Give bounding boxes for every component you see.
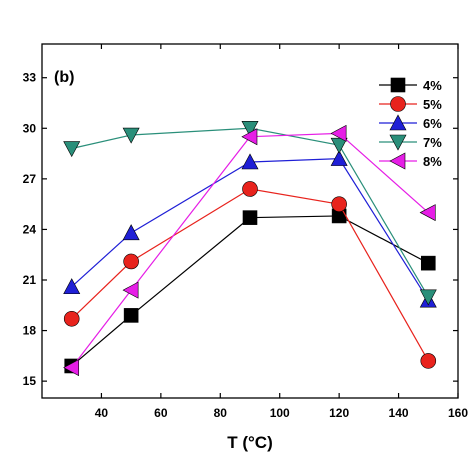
- legend-entry: 5%: [379, 96, 442, 112]
- data-point: [63, 278, 81, 295]
- data-point: [420, 255, 436, 271]
- data-point: [122, 127, 140, 144]
- data-point: [122, 281, 139, 299]
- legend-marker: [390, 77, 406, 93]
- panel-label: (b): [54, 69, 74, 86]
- legend-label: 8%: [423, 154, 442, 169]
- series-layer: [63, 120, 437, 377]
- data-point: [123, 253, 139, 270]
- data-point: [420, 353, 437, 369]
- x-tick-label: 140: [389, 406, 409, 420]
- y-tick-label: 15: [23, 374, 37, 388]
- series: [63, 124, 436, 377]
- x-tick-label: 100: [270, 406, 290, 420]
- y-tick-label: 21: [23, 273, 37, 287]
- y-tick-label: 33: [23, 71, 37, 85]
- data-point: [419, 204, 436, 222]
- data-point: [241, 128, 258, 146]
- data-point: [330, 124, 347, 142]
- data-point: [63, 359, 80, 377]
- y-tick-label: 27: [23, 172, 37, 186]
- data-point: [242, 210, 258, 225]
- x-tick-label: 160: [448, 406, 468, 420]
- axes: 40 60 80 100 120 140 160 15 18 21 24 27 30 33: [23, 44, 468, 420]
- x-tick-label: 120: [329, 406, 349, 420]
- data-point: [330, 137, 348, 154]
- legend-label: 6%: [423, 116, 442, 131]
- plot-frame: [41, 43, 459, 399]
- data-point: [122, 224, 140, 241]
- data-point: [242, 181, 258, 197]
- data-point: [241, 120, 259, 137]
- y-tick-label: 18: [23, 324, 37, 338]
- data-point: [241, 153, 259, 170]
- legend: 4% 5% 6% 7% 8%: [379, 77, 442, 170]
- x-tick-label: 60: [154, 406, 168, 420]
- x-axis-title: T (°C): [227, 433, 273, 452]
- data-point: [331, 196, 347, 212]
- series: [63, 181, 437, 369]
- legend-marker: [389, 134, 407, 151]
- y-tick-label: 24: [23, 222, 37, 236]
- legend-label: 4%: [423, 78, 442, 93]
- series-line: [71, 158, 429, 301]
- legend-entry: 6%: [379, 114, 442, 131]
- data-point: [63, 310, 80, 327]
- legend-entry: 8%: [379, 152, 442, 170]
- legend-label: 5%: [423, 97, 442, 112]
- legend-marker: [390, 96, 406, 112]
- data-point: [63, 141, 81, 158]
- legend-marker: [389, 152, 406, 170]
- data-point: [419, 289, 437, 306]
- data-point: [123, 308, 139, 323]
- legend-entry: 4%: [379, 77, 442, 93]
- series: [63, 149, 437, 308]
- x-tick-label: 40: [95, 406, 109, 420]
- legend-label: 7%: [423, 135, 442, 150]
- data-point: [330, 149, 348, 166]
- series: [64, 208, 436, 374]
- series: [63, 120, 437, 306]
- legend-entry: 7%: [379, 134, 442, 151]
- y-tick-label: 30: [23, 121, 37, 135]
- x-tick-label: 80: [214, 406, 228, 420]
- legend-marker: [389, 114, 407, 131]
